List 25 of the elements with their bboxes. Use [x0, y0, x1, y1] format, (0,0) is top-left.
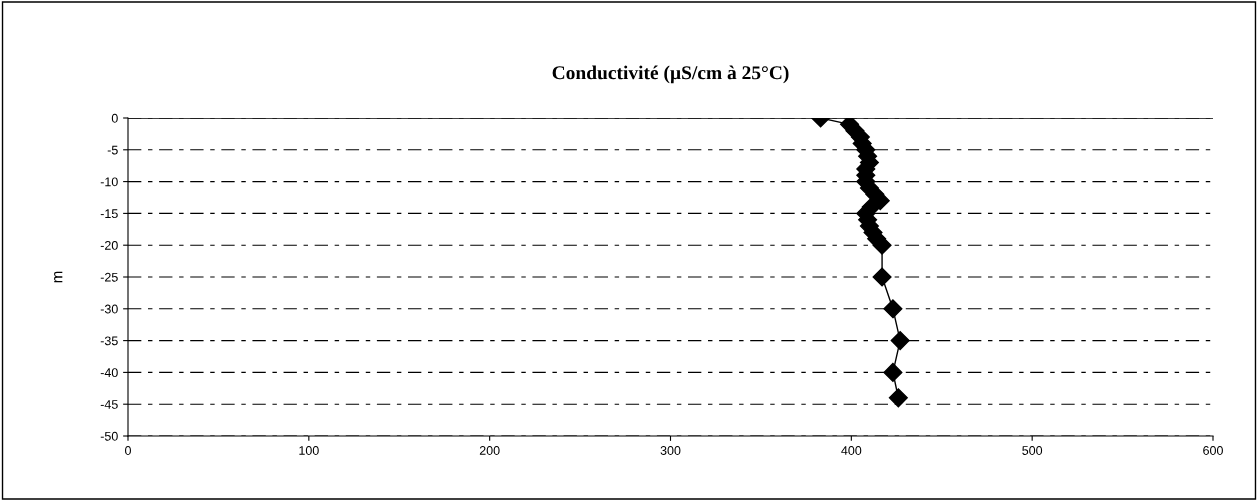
x-tick-label: 400 — [841, 446, 862, 455]
x-tick-label: 200 — [479, 446, 500, 455]
y-tick-label: -50 — [100, 431, 118, 441]
x-tick-label: 500 — [1022, 446, 1043, 455]
y-tick-label: -35 — [100, 336, 118, 346]
point — [890, 331, 910, 351]
y-tick-label: -30 — [100, 304, 118, 314]
y-tick-label: -20 — [100, 241, 118, 250]
x-tick-label: 0 — [125, 446, 131, 455]
y-tick-label: 0 — [111, 113, 118, 123]
y-tick-label: -45 — [100, 400, 118, 409]
y-tick-label: -15 — [100, 209, 118, 219]
point — [883, 299, 903, 319]
point — [883, 362, 903, 382]
point — [888, 388, 908, 408]
y-axis-title: m — [54, 271, 63, 283]
y-tick-label: -40 — [100, 368, 118, 378]
x-tick-label: 100 — [299, 446, 319, 455]
point — [872, 267, 892, 287]
x-tick-label: 600 — [1203, 446, 1223, 455]
y-tick-label: -25 — [100, 272, 118, 282]
chart-title: Conductivité (µS/cm à 25°C) — [552, 65, 789, 84]
y-tick-label: -5 — [107, 145, 118, 155]
x-tick-label: 300 — [660, 446, 681, 455]
y-tick-label: -10 — [100, 177, 118, 187]
